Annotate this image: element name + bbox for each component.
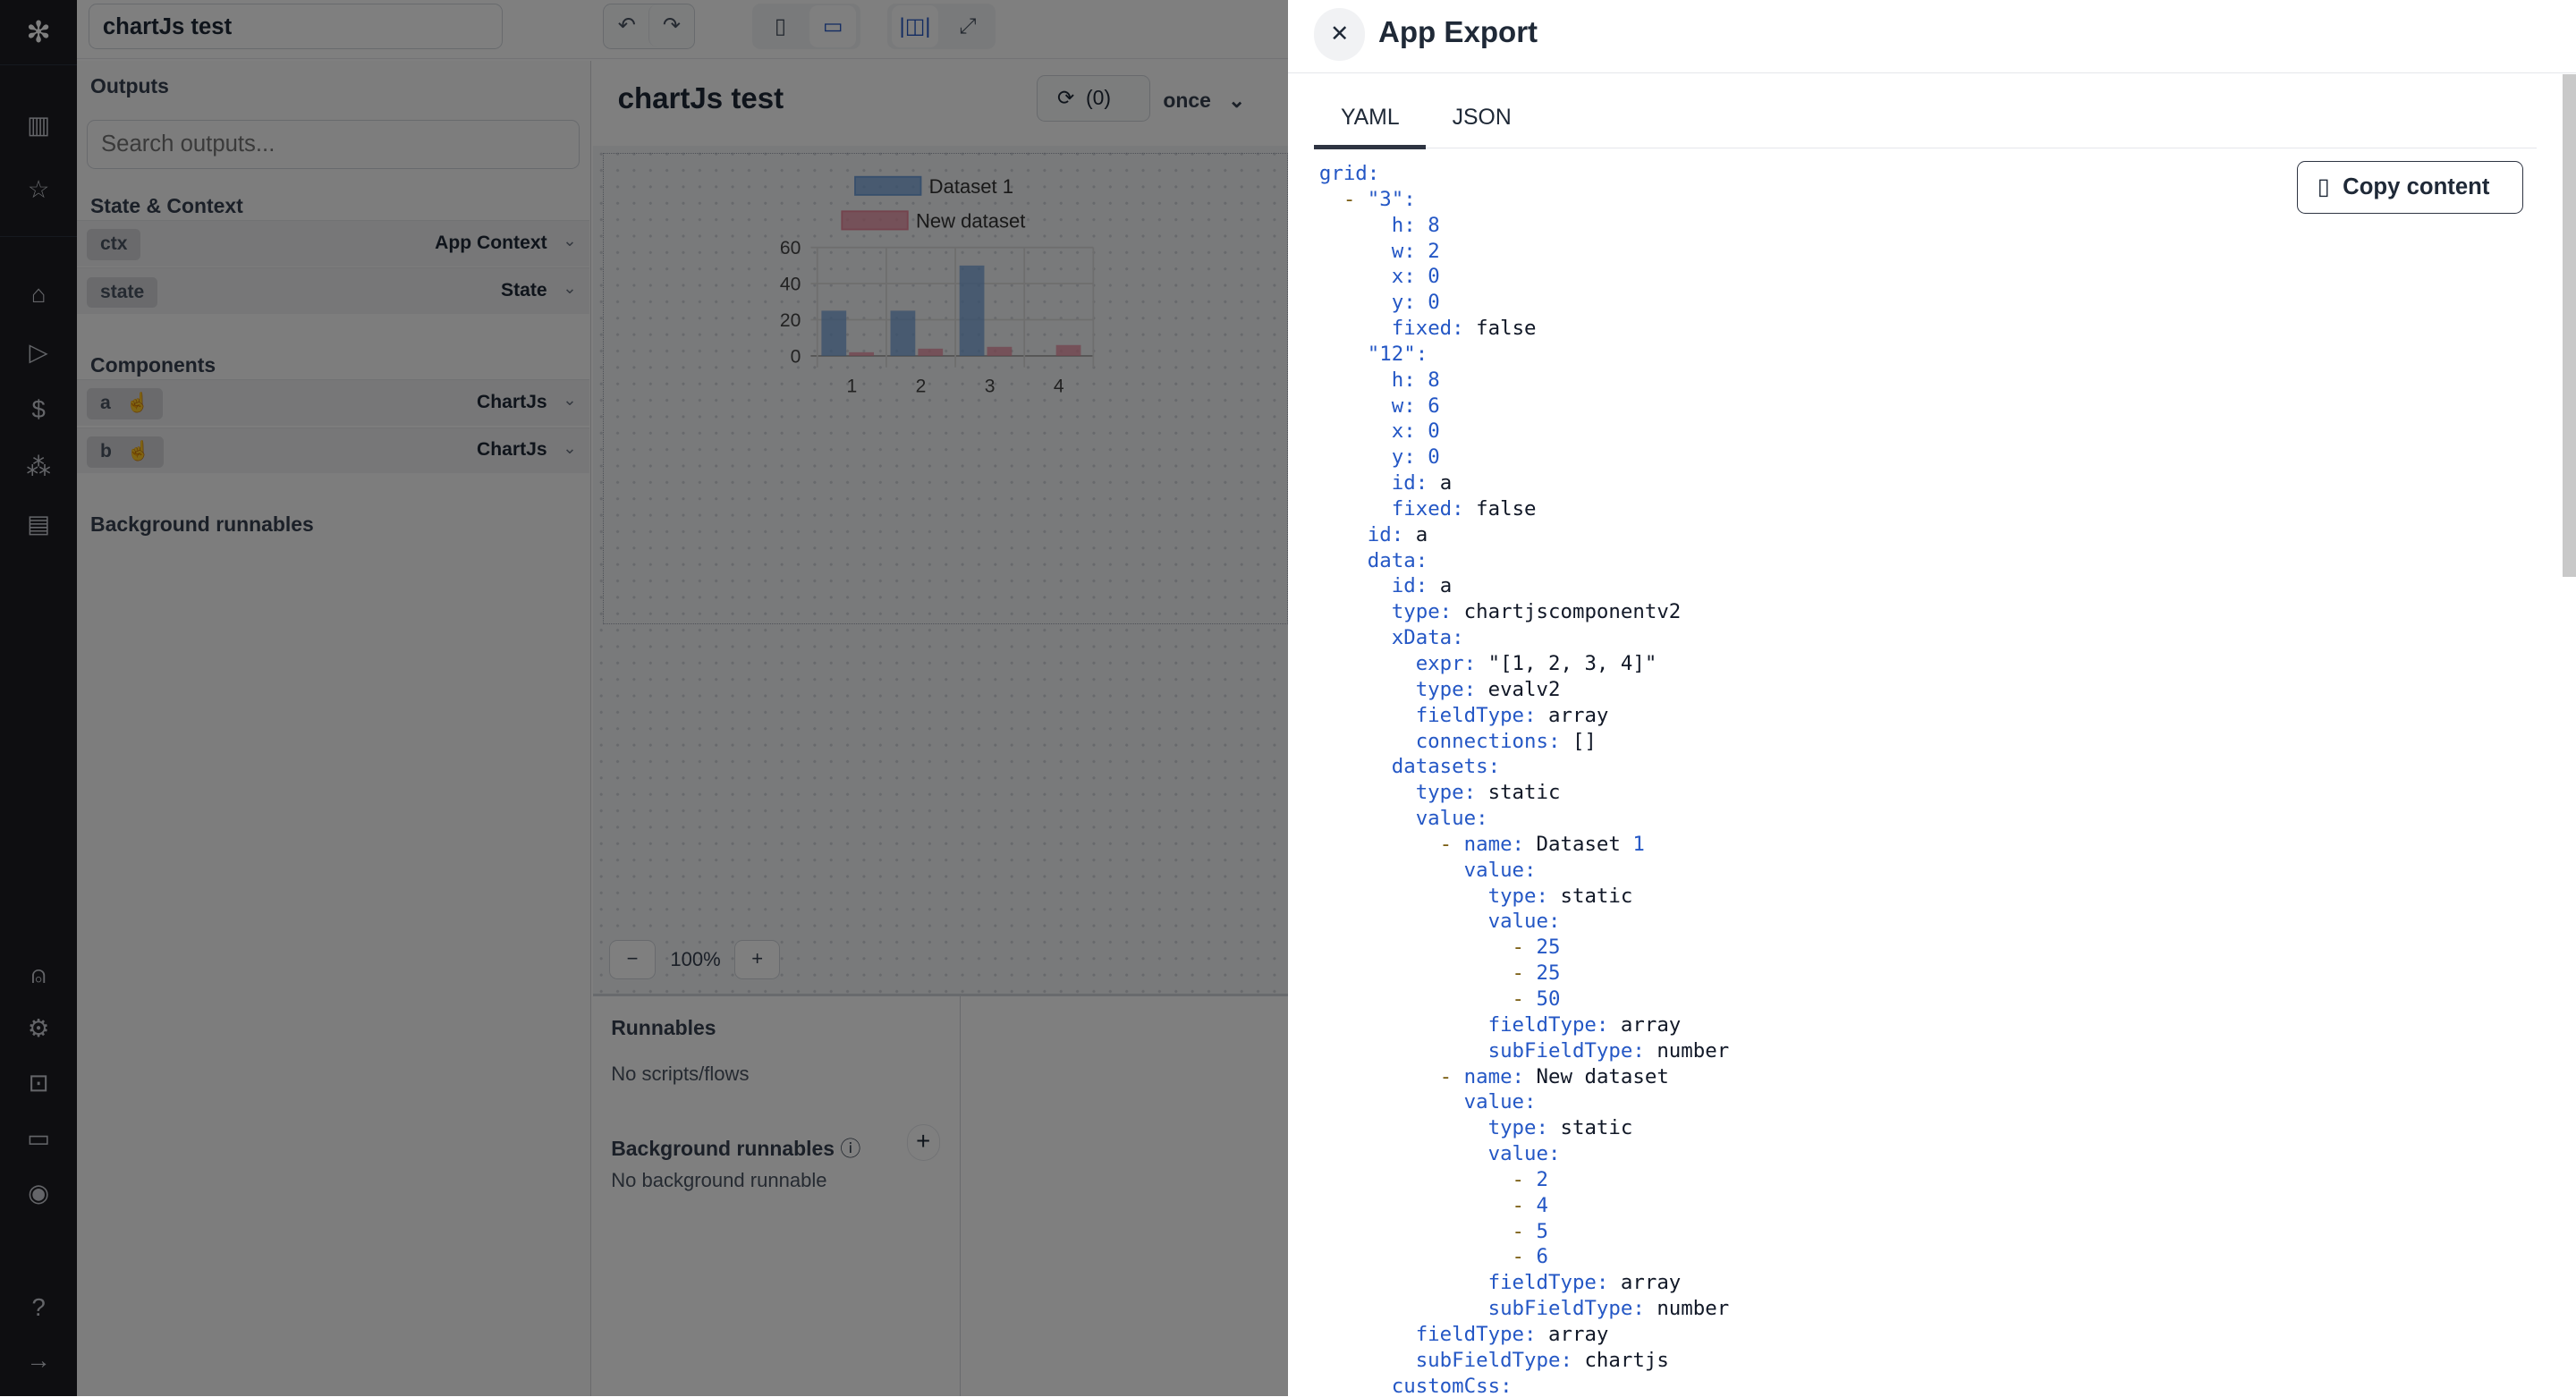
yaml-line: id: a bbox=[1391, 471, 1453, 495]
yaml-line: - 50 bbox=[1512, 986, 1561, 1011]
yaml-line: xData: bbox=[1391, 626, 1464, 650]
yaml-line: subFieldType: chartjs bbox=[1415, 1348, 1669, 1372]
yaml-line: x: 0 bbox=[1391, 419, 1440, 444]
yaml-line: value: bbox=[1487, 910, 1561, 934]
yaml-line: w: 6 bbox=[1391, 394, 1440, 418]
yaml-line: fieldType: array bbox=[1487, 1271, 1682, 1295]
yaml-line: expr: "[1, 2, 3, 4]" bbox=[1415, 652, 1657, 676]
modal-backdrop[interactable] bbox=[0, 0, 1288, 1397]
yaml-line: "12": bbox=[1367, 342, 1428, 366]
yaml-line: datasets: bbox=[1391, 755, 1501, 779]
close-button[interactable]: ✕ bbox=[1314, 8, 1366, 61]
clipboard-icon: ▯ bbox=[2317, 174, 2330, 199]
tab-yaml[interactable]: YAML bbox=[1314, 106, 1427, 150]
yaml-line: type: static bbox=[1487, 1116, 1633, 1140]
yaml-line: h: 8 bbox=[1391, 213, 1440, 237]
yaml-line: value: bbox=[1463, 1090, 1537, 1114]
yaml-line: fieldType: array bbox=[1487, 1012, 1682, 1037]
yaml-line: id: a bbox=[1391, 574, 1453, 598]
yaml-line: type: chartjscomponentv2 bbox=[1391, 600, 1682, 624]
yaml-line: - 25 bbox=[1512, 936, 1561, 960]
yaml-line: grid: bbox=[1318, 161, 1380, 185]
yaml-line: customCss: bbox=[1391, 1374, 1513, 1397]
yaml-line: w: 2 bbox=[1391, 239, 1440, 263]
yaml-line: y: 0 bbox=[1391, 445, 1440, 470]
yaml-line: - 6 bbox=[1512, 1245, 1548, 1269]
yaml-line: connections: [] bbox=[1415, 729, 1597, 753]
yaml-line: - name: New dataset bbox=[1439, 1064, 1669, 1088]
yaml-line: fixed: false bbox=[1391, 317, 1537, 341]
yaml-line: h: 8 bbox=[1391, 368, 1440, 392]
yaml-line: type: static bbox=[1487, 884, 1633, 908]
yaml-line: x: 0 bbox=[1391, 265, 1440, 289]
close-icon: ✕ bbox=[1330, 21, 1350, 47]
yaml-line: value: bbox=[1463, 858, 1537, 882]
yaml-line: value: bbox=[1487, 1142, 1561, 1166]
yaml-line: - name: Dataset 1 bbox=[1439, 832, 1645, 856]
yaml-line: fieldType: array bbox=[1415, 1322, 1609, 1346]
yaml-line: data: bbox=[1367, 548, 1428, 572]
app-export-drawer: ✕ App Export YAML JSON ▯ Copy content gr… bbox=[1287, 0, 2576, 1397]
tab-json[interactable]: JSON bbox=[1452, 105, 1512, 130]
yaml-line: id: a bbox=[1367, 522, 1428, 546]
yaml-line: - "3": bbox=[1343, 187, 1416, 211]
yaml-line: fieldType: array bbox=[1415, 703, 1609, 727]
yaml-line: subFieldType: number bbox=[1487, 1297, 1730, 1321]
yaml-line: fixed: false bbox=[1391, 496, 1537, 521]
drawer-title: App Export bbox=[1377, 16, 1538, 50]
yaml-line: - 4 bbox=[1512, 1193, 1548, 1217]
copy-content-button[interactable]: ▯ Copy content bbox=[2296, 160, 2524, 214]
yaml-line: - 5 bbox=[1512, 1219, 1548, 1243]
yaml-line: value: bbox=[1415, 807, 1488, 831]
yaml-line: type: evalv2 bbox=[1415, 677, 1561, 701]
yaml-line: - 25 bbox=[1512, 961, 1561, 986]
scrollbar[interactable] bbox=[2563, 73, 2576, 577]
yaml-line: type: static bbox=[1415, 781, 1561, 805]
yaml-line: y: 0 bbox=[1391, 291, 1440, 315]
yaml-line: subFieldType: number bbox=[1487, 1038, 1730, 1063]
yaml-code: grid: - "3": h: 8 w: 2 x: 0 y: 0 fixed: … bbox=[1319, 161, 1729, 1396]
yaml-line: - 2 bbox=[1512, 1167, 1548, 1191]
